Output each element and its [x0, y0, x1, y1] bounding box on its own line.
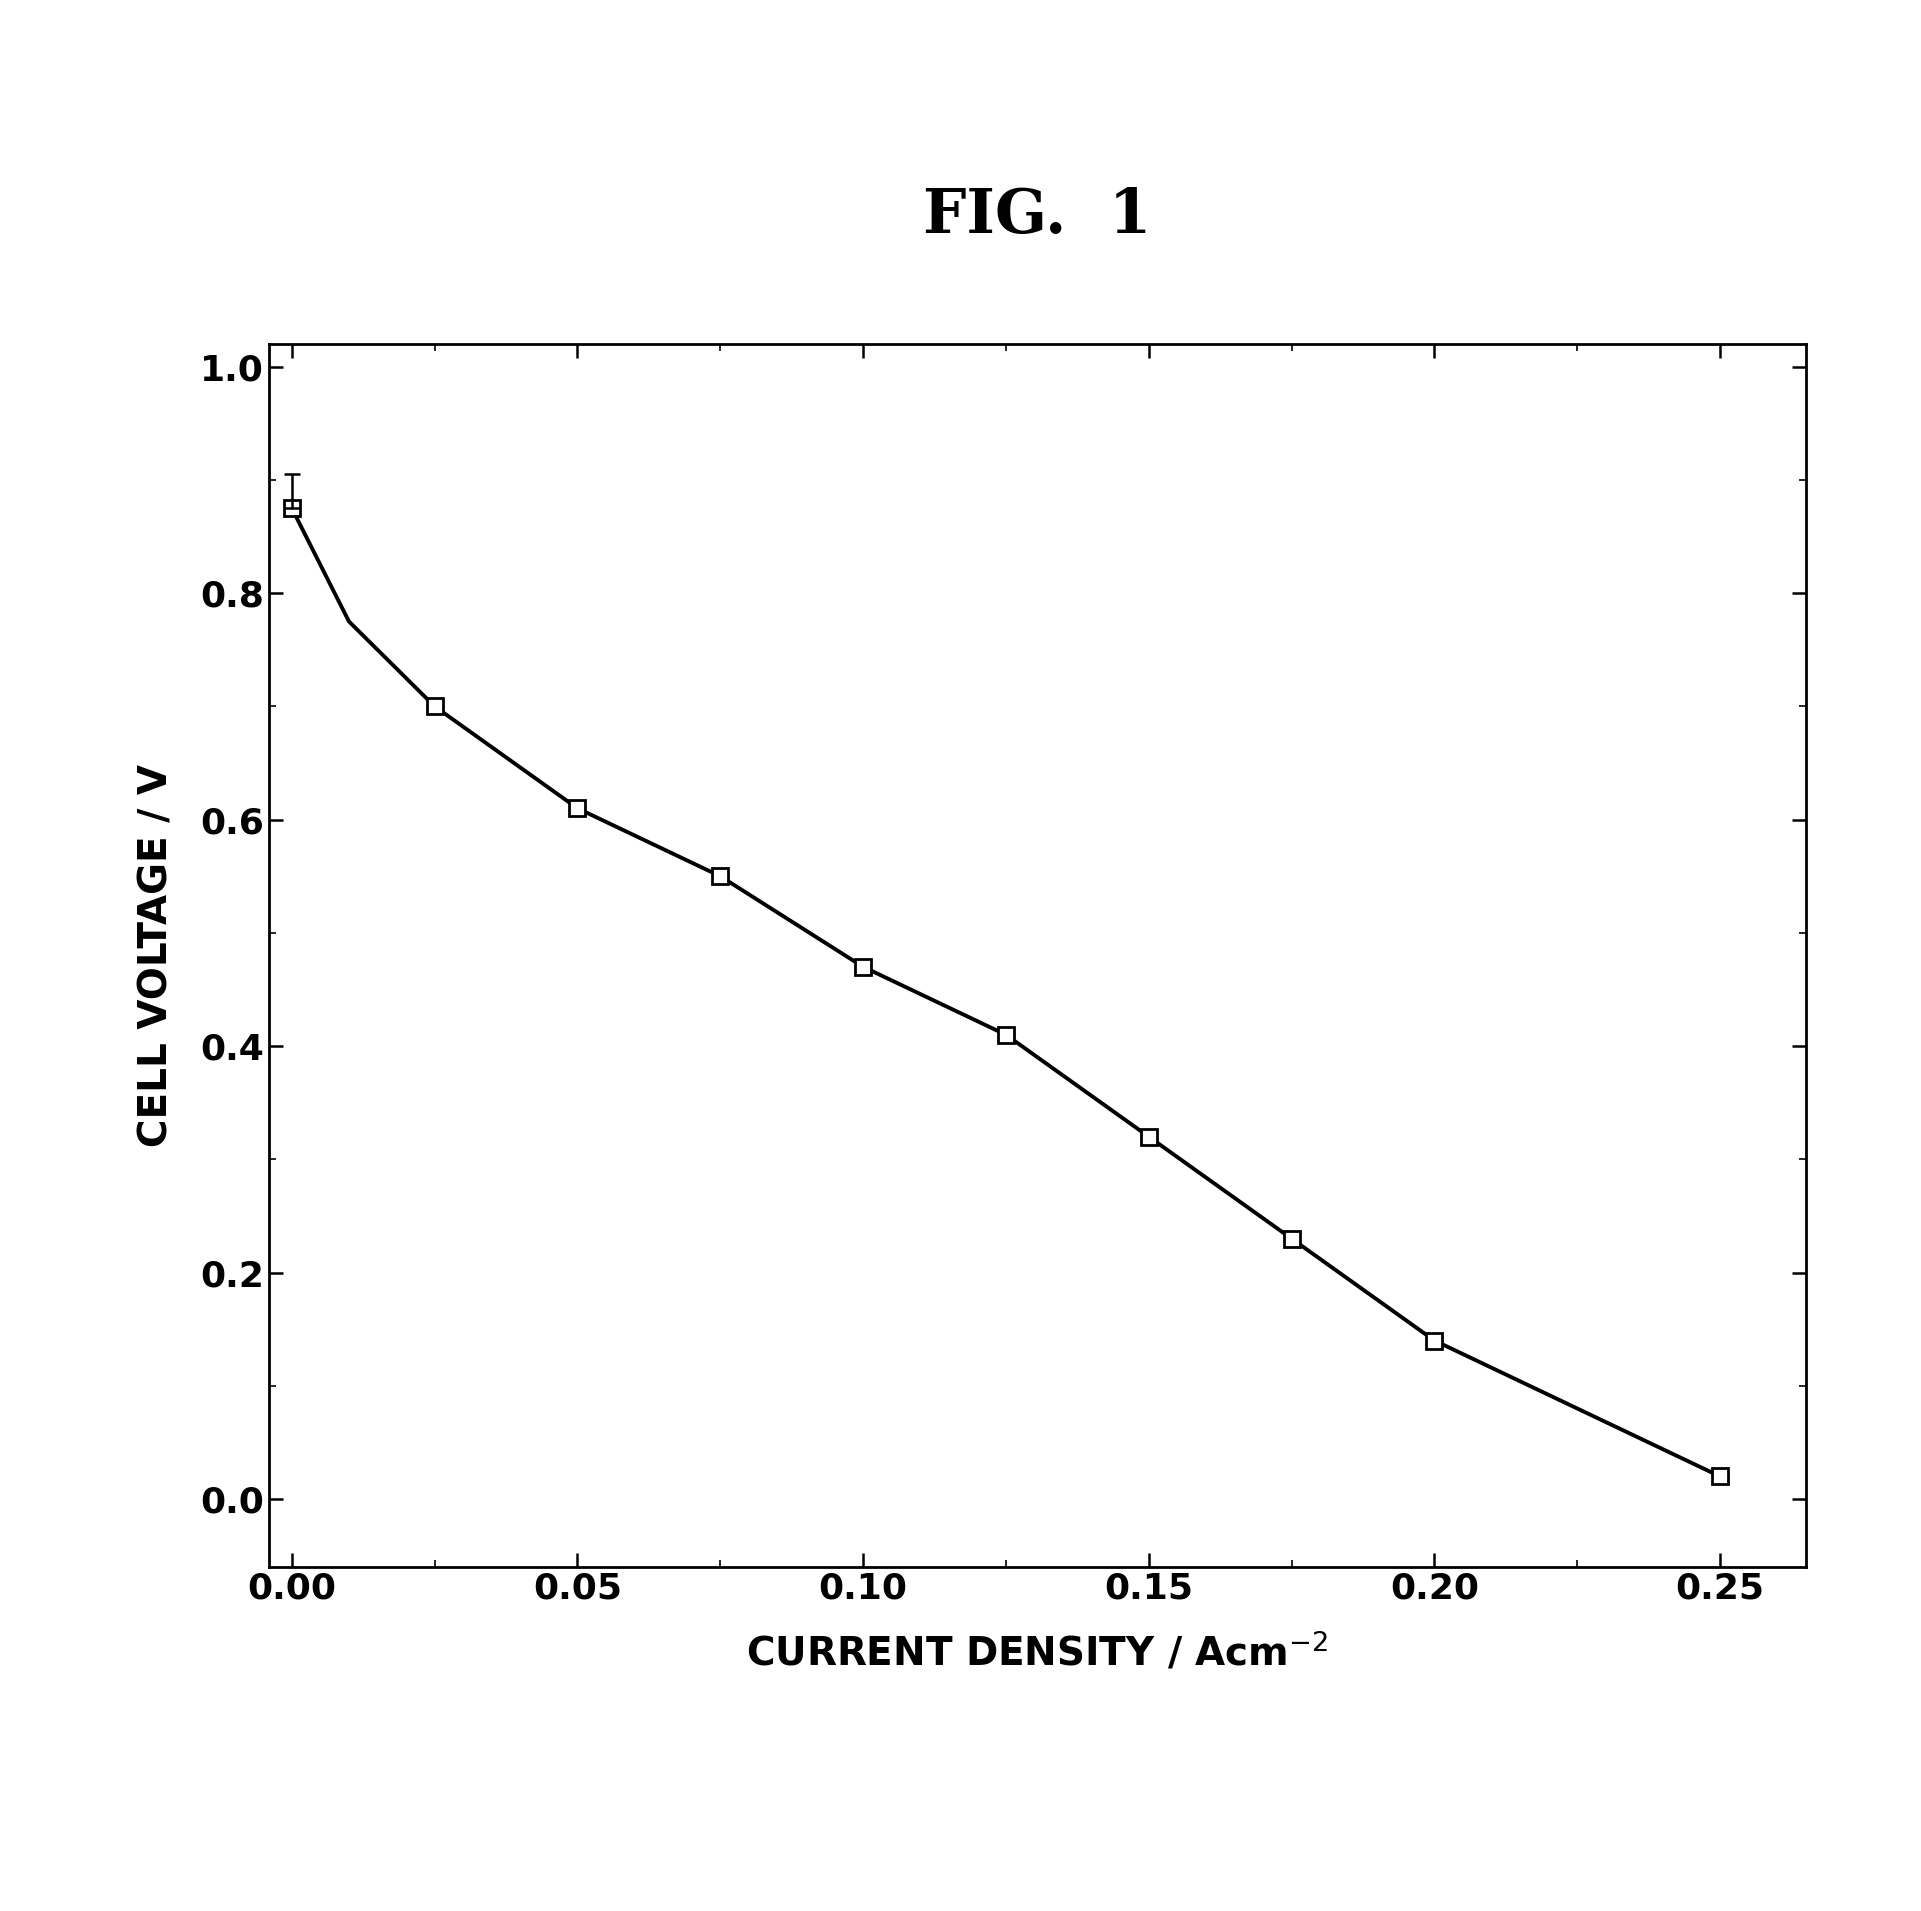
X-axis label: CURRENT DENSITY / Acm$^{-2}$: CURRENT DENSITY / Acm$^{-2}$	[745, 1630, 1329, 1674]
Title: FIG.  1: FIG. 1	[924, 185, 1151, 247]
Y-axis label: CELL VOLTAGE / V: CELL VOLTAGE / V	[136, 764, 175, 1147]
